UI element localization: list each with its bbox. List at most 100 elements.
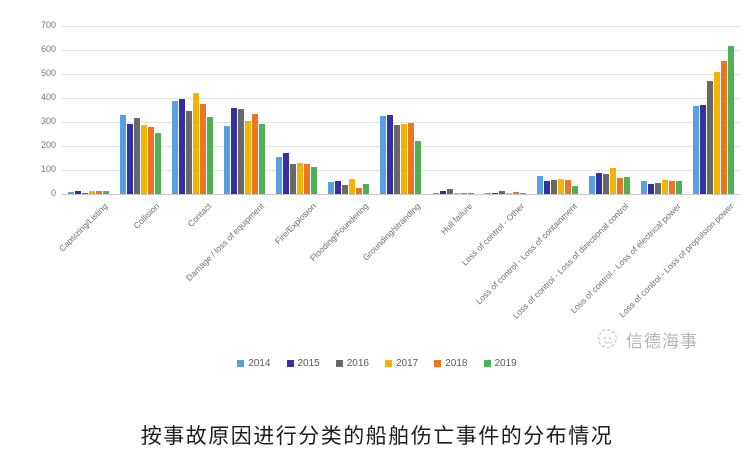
legend-label: 2017: [396, 358, 419, 369]
bar-group: [62, 26, 114, 194]
bar-2019: [259, 123, 266, 194]
x-axis-category-label: Loss of control - Loss of propulsion pow…: [616, 201, 736, 320]
bar-2018: [147, 127, 154, 194]
bar-group: [531, 26, 583, 194]
y-axis-tick-label: 0: [50, 188, 56, 198]
bar-2016: [394, 125, 401, 194]
bar-group: [218, 26, 270, 194]
x-axis-category-label: Loss of control - Loss of directional co…: [511, 201, 631, 321]
bar-2017: [88, 191, 95, 194]
x-axis-category-label: Collision: [131, 201, 162, 231]
bar-2015: [126, 124, 133, 194]
bar-2016: [81, 192, 88, 194]
bar-2014: [536, 175, 543, 194]
bar-2019: [311, 166, 318, 194]
bar-group: [688, 26, 740, 194]
bar-2015: [491, 193, 498, 194]
x-axis-category-label: Hull failure: [438, 201, 475, 237]
bar-2017: [714, 72, 721, 194]
legend-swatch-icon: [237, 360, 245, 367]
legend-item-2017: 2017: [385, 358, 418, 369]
bar-group: [584, 26, 636, 194]
bar-2016: [133, 117, 140, 194]
bar-2017: [505, 192, 512, 194]
x-axis-category-label: Fire/Explosion: [272, 201, 318, 247]
bar-2018: [721, 61, 728, 194]
bar-2018: [617, 177, 624, 194]
bar-2019: [363, 184, 370, 194]
bar-2016: [290, 164, 297, 194]
bar-2019: [676, 181, 683, 194]
legend-swatch-icon: [483, 360, 491, 367]
bar-2017: [401, 124, 408, 194]
bar-2015: [648, 184, 655, 194]
xinde-maritime-logo-icon: [598, 329, 617, 349]
bar-2017: [245, 120, 252, 194]
bar-2015: [439, 190, 446, 194]
bar-2018: [564, 179, 571, 194]
bar-2018: [408, 123, 415, 194]
bar-2018: [304, 164, 311, 194]
legend-label: 2016: [346, 358, 369, 369]
legend-item-2018: 2018: [434, 358, 468, 369]
y-axis-tick-label: 100: [40, 164, 56, 174]
bar-2015: [335, 180, 342, 194]
bar-2015: [387, 115, 394, 194]
y-axis-tick-label: 500: [40, 68, 56, 78]
bar-2015: [596, 172, 603, 194]
x-axis-category-label: Contact: [185, 201, 214, 229]
bar-2018: [252, 113, 259, 194]
bar-2018: [199, 104, 206, 194]
bar-2017: [662, 179, 669, 194]
bar-group: [323, 26, 375, 194]
bar-2018: [669, 181, 676, 194]
bar-2017: [297, 163, 304, 194]
chart-legend: 2014 2015 2016 2017 2018 2019: [0, 358, 754, 369]
bar-2016: [498, 191, 505, 194]
bar-2015: [543, 180, 550, 194]
bar-2018: [95, 190, 102, 194]
bar-2018: [512, 192, 519, 194]
bar-2019: [415, 140, 422, 194]
bar-2014: [432, 192, 439, 194]
bar-2017: [140, 125, 147, 194]
bar-group: [375, 26, 427, 194]
bar-2016: [707, 81, 714, 194]
bar-2016: [446, 188, 453, 194]
gridline: [62, 146, 740, 147]
bar-2014: [693, 105, 700, 194]
gridline: [62, 98, 740, 99]
bar-2019: [519, 193, 526, 194]
legend-swatch-icon: [335, 360, 343, 367]
bar-2016: [185, 111, 192, 194]
x-axis-category-label: Loss of control - Loss of containment: [473, 201, 579, 307]
bar-2016: [550, 179, 557, 194]
legend-label: 2018: [445, 358, 468, 369]
watermark: 信德海事: [595, 326, 698, 352]
bar-group: [636, 26, 688, 194]
bar-2015: [74, 190, 81, 194]
x-axis-category-label: Grounding/stranding: [360, 201, 423, 263]
legend-label: 2019: [494, 358, 517, 369]
y-axis-tick-label: 600: [40, 44, 56, 54]
bar-2019: [571, 185, 578, 194]
bar-2017: [610, 168, 617, 194]
chart-caption: 按事故原因进行分类的船舶伤亡事件的分布情况: [140, 424, 614, 448]
legend-label: 2014: [248, 358, 271, 369]
x-axis-category-label: Loss of control - Loss of electrical pow…: [568, 201, 683, 316]
bar-2014: [484, 193, 491, 194]
legend-swatch-icon: [286, 360, 294, 367]
plot-area: 0 100 200 300 400 500 600 700: [41, 21, 740, 198]
bar-2014: [328, 181, 335, 194]
y-axis-tick-label: 300: [40, 116, 56, 126]
bar-2019: [467, 193, 474, 194]
bar-group: [427, 26, 479, 194]
bar-2015: [700, 105, 707, 194]
bar-group: [479, 26, 531, 194]
bar-group: [114, 26, 166, 194]
bar-2014: [589, 176, 596, 194]
gridline: [62, 122, 740, 123]
bar-2018: [356, 188, 363, 194]
bar-2019: [102, 191, 109, 194]
gridline: [62, 170, 740, 171]
